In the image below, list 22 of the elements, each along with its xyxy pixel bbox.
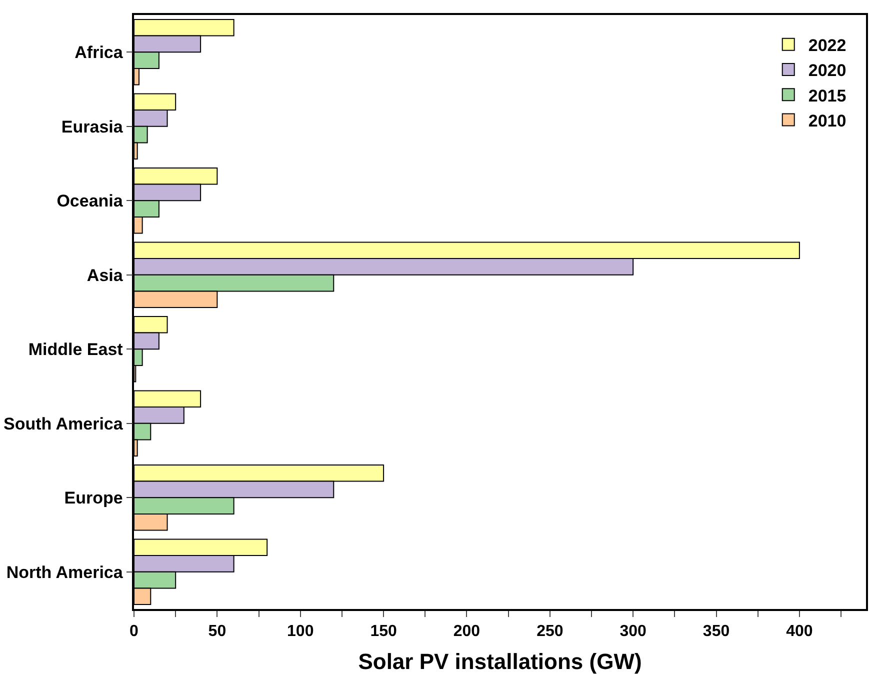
x-axis-title: Solar PV installations (GW)	[358, 649, 642, 674]
y-tick-label: South America	[4, 414, 124, 434]
y-tick-label: North America	[6, 562, 124, 582]
x-tick-label: 200	[453, 622, 480, 640]
x-tick-label: 350	[702, 622, 730, 640]
y-tick-label: Europe	[64, 488, 123, 508]
x-tick-label: 250	[536, 622, 564, 640]
x-tick-label: 400	[786, 622, 813, 640]
y-tick-label: Asia	[86, 266, 124, 285]
y-tick-label: Middle East	[28, 340, 124, 360]
x-tick-label: 0	[130, 622, 139, 640]
x-tick-label: 50	[208, 622, 226, 640]
y-tick-label: Eurasia	[61, 117, 124, 136]
legend-label: 2020	[808, 61, 846, 80]
legend-label: 2010	[808, 111, 846, 130]
x-tick-label: 100	[287, 622, 314, 640]
legend-label: 2022	[808, 36, 846, 56]
x-tick-label: 300	[620, 622, 647, 640]
x-tick-label: 150	[370, 622, 397, 640]
y-tick-label: Africa	[74, 43, 124, 62]
legend-label: 2015	[808, 86, 846, 106]
y-tick-label: Oceania	[56, 192, 124, 211]
